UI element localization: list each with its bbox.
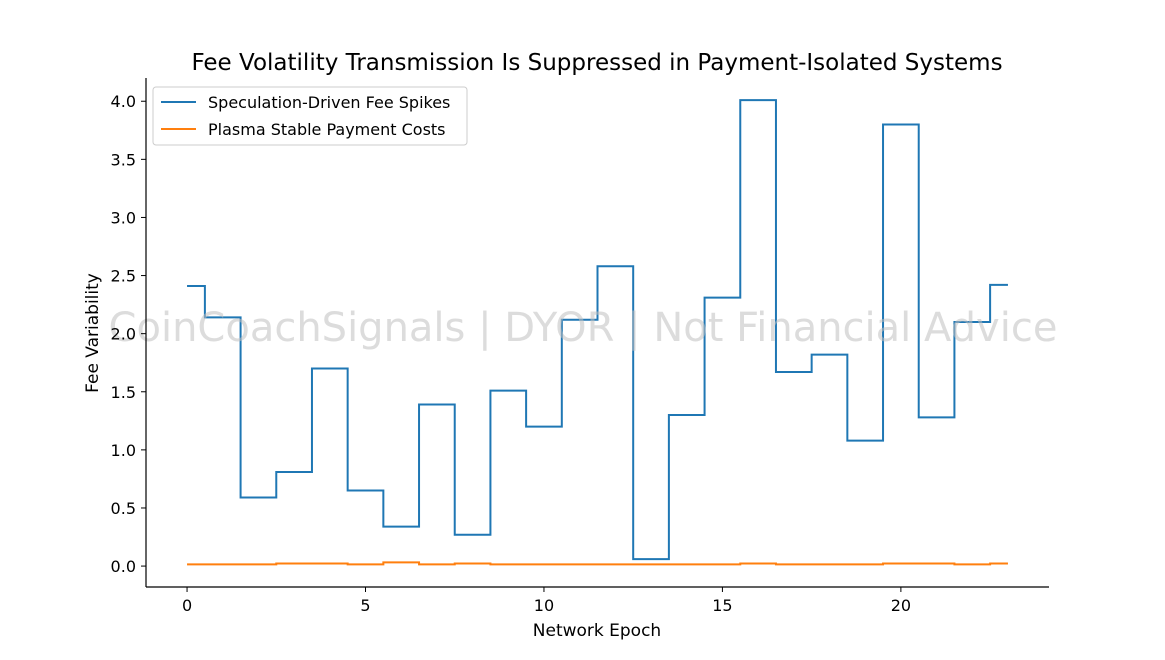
y-tick-label: 0.5 bbox=[111, 499, 136, 518]
watermark: CoinCoachSignals | DYOR | Not Financial … bbox=[109, 305, 1058, 351]
legend-frame bbox=[152, 86, 468, 146]
x-axis-label: Network Epoch bbox=[533, 621, 661, 641]
y-tick-label: 1.5 bbox=[111, 383, 136, 402]
y-tick-label: 3.0 bbox=[111, 208, 136, 227]
y-tick-label: 2.5 bbox=[111, 267, 136, 286]
ticks: 0 5 10 15 20 0.0 0.5 1.0 1.5 2.0 2.5 3.0 3.5 4.0 bbox=[111, 92, 912, 615]
plot-area bbox=[187, 99, 1008, 566]
x-tick-label: 20 bbox=[891, 596, 911, 615]
axes bbox=[145, 78, 1049, 588]
x-tick-label: 15 bbox=[712, 596, 732, 615]
legend-label-speculation: Speculation-Driven Fee Spikes bbox=[208, 93, 450, 112]
series-line-speculation bbox=[187, 99, 1008, 561]
y-tick-label: 1.0 bbox=[111, 441, 136, 460]
chart-title: Fee Volatility Transmission Is Suppresse… bbox=[191, 50, 1002, 76]
series-line-plasma bbox=[187, 561, 1008, 566]
legend: Speculation-Driven Fee Spikes Plasma Sta… bbox=[152, 86, 468, 146]
y-axis-label: Fee Variability bbox=[83, 273, 103, 393]
legend-label-plasma: Plasma Stable Payment Costs bbox=[208, 120, 446, 139]
y-tick-label: 2.0 bbox=[111, 325, 136, 344]
x-tick-label: 10 bbox=[534, 596, 554, 615]
y-tick-label: 4.0 bbox=[111, 92, 136, 111]
y-tick-label: 0.0 bbox=[111, 557, 136, 576]
x-tick-label: 5 bbox=[360, 596, 370, 615]
y-tick-label: 3.5 bbox=[111, 150, 136, 169]
x-tick-label: 0 bbox=[182, 596, 192, 615]
